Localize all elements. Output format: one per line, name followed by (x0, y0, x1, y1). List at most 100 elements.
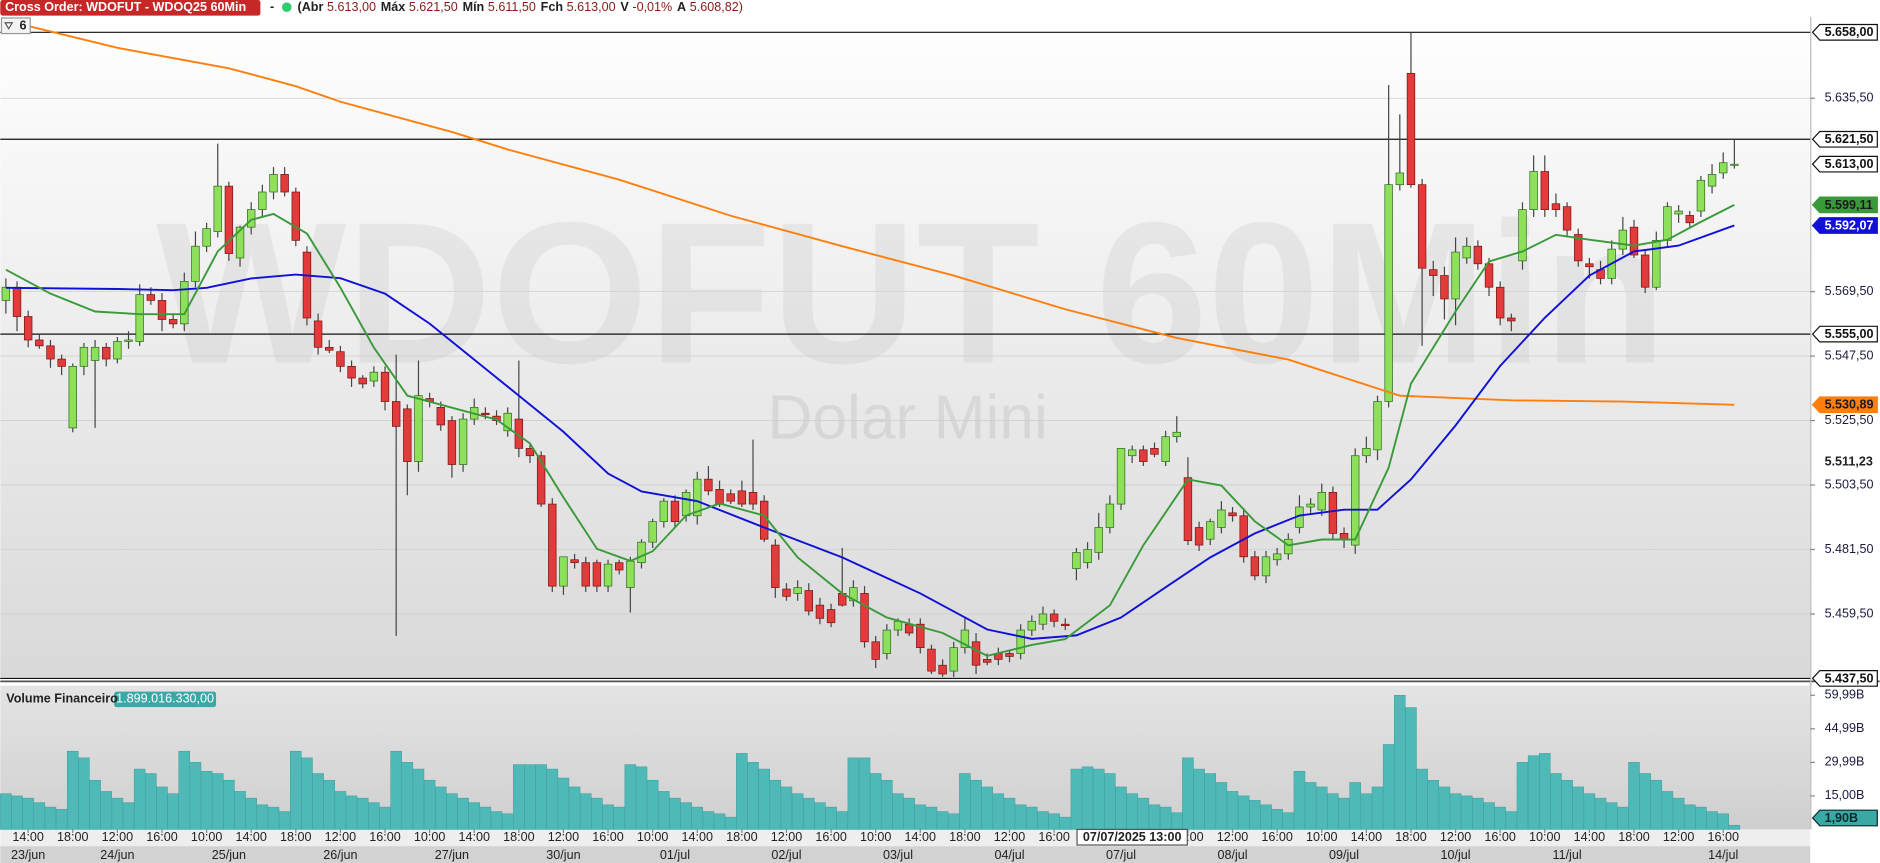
volume-bar (133, 768, 146, 830)
volume-bar (546, 768, 559, 830)
volume-bar (356, 797, 369, 830)
volume-bar (1137, 797, 1150, 830)
candle-body (12, 286, 22, 317)
volume-bar (1561, 779, 1573, 830)
price-tag-label: 5.437,50 (1825, 671, 1874, 685)
candle-body (1551, 203, 1561, 210)
candle-body (191, 245, 200, 282)
volume-bar (1204, 773, 1216, 830)
candle-body (1429, 269, 1438, 276)
x-tick-label: 14:00 (1351, 830, 1382, 844)
price-panel (0, 16, 1811, 679)
date-tick-label: 26/jun (323, 848, 357, 862)
candle-body (626, 560, 635, 588)
volume-bar (1572, 786, 1584, 830)
volume-bar (1706, 811, 1718, 830)
candle-body (369, 371, 379, 382)
volume-bar (1115, 786, 1127, 830)
candle-body (202, 228, 211, 247)
candle-body (1574, 234, 1583, 262)
candle-body (1562, 206, 1572, 231)
candle-body (916, 623, 925, 649)
volume-bar (858, 757, 871, 830)
x-tick-label: 18:00 (726, 830, 757, 844)
candle-body (771, 544, 780, 588)
candle-body (1685, 215, 1694, 224)
volume-bar (947, 813, 960, 830)
volume-bar (1059, 816, 1072, 830)
moving-average (5, 224, 1735, 640)
order-label[interactable]: Cross Order: WDOFUT - WDOQ25 60Min (5, 0, 246, 14)
candle-body (1139, 449, 1148, 462)
panel-badge[interactable]: 6 (19, 19, 26, 33)
date-tick-label: 24/jun (100, 848, 134, 862)
candle-body (782, 588, 791, 597)
candle-body (23, 316, 33, 341)
volume-value-box (114, 691, 217, 708)
candle-body (1707, 174, 1717, 187)
candle-body (1272, 553, 1282, 561)
candle-body (581, 562, 590, 587)
volume-bar (78, 757, 90, 830)
header-value: 5.613,00 (327, 0, 376, 14)
volume-bar (1193, 768, 1205, 830)
volume-bar (903, 797, 915, 830)
header-label: V (620, 0, 629, 14)
x-tick-label: 18:00 (1395, 830, 1426, 844)
candle-body (1529, 171, 1538, 210)
candle-body (436, 407, 445, 426)
candle-body (860, 593, 869, 643)
candle-body (983, 659, 992, 663)
candle-body (1172, 431, 1181, 438)
candle-body (213, 185, 222, 232)
date-tick-label: 03/jul (883, 848, 913, 862)
volume-bar (1605, 802, 1618, 830)
date-tick-label: 27/jun (435, 848, 469, 862)
volume-bar (579, 793, 592, 830)
candle-body (1072, 552, 1081, 569)
candle-body (1384, 184, 1393, 402)
crosshair-label: 07/07/2025 13:00 (1083, 830, 1182, 844)
candle-body (1629, 226, 1639, 256)
candle-body (1116, 448, 1126, 505)
price-tag-label: 5.658,00 (1825, 25, 1874, 39)
candle-body (815, 604, 825, 619)
x-tick-label: 16:00 (1038, 830, 1069, 844)
candle-body (1417, 184, 1427, 269)
header-label: (Abr (298, 0, 324, 14)
candle-body (1462, 245, 1471, 259)
candle-body (35, 339, 44, 347)
badge-arrow (4, 22, 14, 30)
header-value: 5.613,00 (567, 0, 616, 14)
volume-bar (1527, 755, 1540, 830)
candle-body (748, 491, 758, 505)
candle-body (1362, 448, 1371, 457)
volume-bar (100, 791, 112, 830)
volume-bar (200, 771, 213, 830)
toggle[interactable]: - (270, 0, 274, 14)
volume-bar (1460, 795, 1473, 830)
candle-body (146, 294, 156, 301)
volume-bar (1304, 782, 1317, 830)
volume-bar (1104, 773, 1116, 830)
volume-bar (1237, 795, 1250, 830)
x-tick-label: 18:00 (1618, 830, 1649, 844)
y-tick-label: 5.635,50 (1825, 91, 1874, 105)
candle-body (1284, 538, 1293, 555)
time-axis-strip (0, 829, 1811, 847)
header-value: 5.611,50 (488, 0, 536, 14)
volume-bar (145, 773, 157, 830)
volume-bar (89, 779, 101, 830)
volume-bar (669, 797, 681, 830)
candle-body (893, 620, 903, 631)
x-tick-label: 18:00 (57, 830, 88, 844)
crosshair-box (1076, 828, 1188, 846)
candle-body (1484, 263, 1494, 288)
volume-bar (435, 786, 447, 830)
y-tick-label: 5.525,50 (1825, 413, 1874, 427)
volume-bar (724, 816, 737, 830)
volume-bar (290, 750, 302, 830)
order-button[interactable] (0, 0, 261, 16)
volume-bar (1494, 806, 1506, 830)
